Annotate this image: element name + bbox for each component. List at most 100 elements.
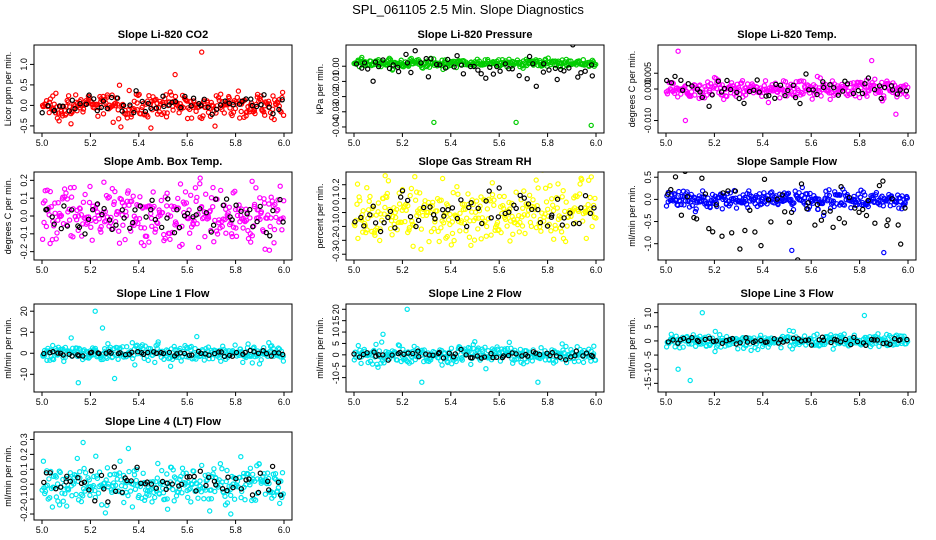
y-tick-label: -0.2 (19, 506, 29, 522)
y-tick-label: 0.2 (19, 174, 29, 187)
overlay-point (573, 348, 579, 354)
overlay-point (713, 338, 720, 344)
overlay-point (781, 209, 788, 215)
overlay-point (201, 96, 207, 103)
data-point (377, 211, 384, 217)
overlay-point (493, 354, 500, 361)
overlay-point (385, 357, 391, 363)
data-point (489, 192, 496, 198)
overlay-point (359, 65, 365, 71)
data-point (354, 201, 360, 207)
data-point (814, 331, 820, 337)
data-point (69, 492, 75, 499)
data-point (57, 469, 64, 476)
overlay-point (249, 492, 256, 498)
overlay-point (72, 105, 78, 112)
data-point (197, 175, 203, 181)
overlay-point (83, 101, 90, 108)
overlay-point (47, 349, 53, 356)
y-axis-label: ml/min per min. (627, 317, 637, 379)
data-point (828, 332, 834, 338)
data-point (360, 208, 366, 214)
overlay-point (743, 335, 749, 341)
y-axis-label: ml/min per min. (3, 317, 13, 379)
data-point (264, 470, 271, 476)
data-point (485, 215, 492, 222)
data-point (135, 220, 141, 227)
overlay-point (839, 88, 846, 94)
data-point (128, 114, 134, 120)
overlay-point (182, 93, 188, 100)
overlay-point (361, 60, 368, 66)
overlay-point (469, 354, 475, 361)
data-point (484, 206, 491, 212)
x-tick-label: 5.8 (853, 265, 866, 275)
overlay-point (777, 82, 784, 88)
data-point (363, 229, 369, 236)
data-point (74, 455, 81, 462)
data-point (221, 110, 227, 116)
overlay-point (68, 207, 75, 213)
data-point (562, 238, 569, 245)
data-point (149, 223, 155, 230)
data-point (247, 465, 254, 472)
data-point (800, 91, 806, 97)
overlay-point (270, 110, 276, 117)
overlay-point (184, 474, 190, 480)
overlay-point (478, 355, 485, 361)
x-tick-label: 5.6 (181, 397, 194, 407)
overlay-point (865, 197, 871, 204)
overlay-point (758, 337, 764, 344)
data-point (861, 83, 868, 90)
data-point (122, 236, 128, 243)
y-tick-label: 20 (19, 306, 29, 316)
data-point (275, 207, 281, 213)
data-point (195, 244, 202, 251)
data-point (479, 215, 485, 221)
overlay-point (679, 87, 686, 94)
data-point (249, 360, 255, 366)
data-point (526, 192, 533, 199)
overlay-point (570, 45, 576, 48)
overlay-point (494, 63, 500, 70)
data-point (63, 190, 69, 196)
data-point (550, 236, 557, 242)
data-point (670, 198, 676, 204)
overlay-point (418, 60, 424, 66)
overlay-point (554, 76, 560, 83)
overlay-point (98, 472, 105, 479)
overlay-point (587, 210, 593, 217)
x-tick-label: 5.6 (493, 265, 506, 275)
overlay-point (263, 229, 269, 236)
overlay-point (536, 351, 543, 358)
data-point (105, 481, 112, 487)
overlay-point (277, 196, 283, 203)
data-point (164, 506, 171, 512)
overlay-point (814, 91, 820, 98)
data-point (697, 82, 703, 88)
data-point (229, 233, 235, 240)
data-point (226, 95, 232, 101)
overlay-point (479, 220, 485, 227)
overlay-point (176, 224, 183, 231)
overlay-point (88, 468, 95, 474)
data-point (748, 347, 754, 354)
data-point (440, 220, 447, 226)
data-point (80, 221, 86, 227)
data-point (236, 115, 243, 121)
overlay-point (535, 206, 541, 213)
data-point (194, 220, 200, 227)
data-point (677, 198, 683, 204)
data-point (494, 219, 501, 226)
data-point (111, 471, 118, 477)
data-point (663, 203, 670, 209)
data-point (40, 458, 47, 464)
data-point (217, 187, 224, 194)
overlay-point (145, 100, 151, 107)
outlier-point (588, 122, 594, 129)
chart-title: Slope Gas Stream RH (418, 156, 531, 168)
y-tick-label: 5 (331, 341, 341, 346)
chart-title: Slope Line 1 Flow (117, 288, 210, 300)
data-point (243, 217, 250, 224)
overlay-point (516, 72, 522, 79)
